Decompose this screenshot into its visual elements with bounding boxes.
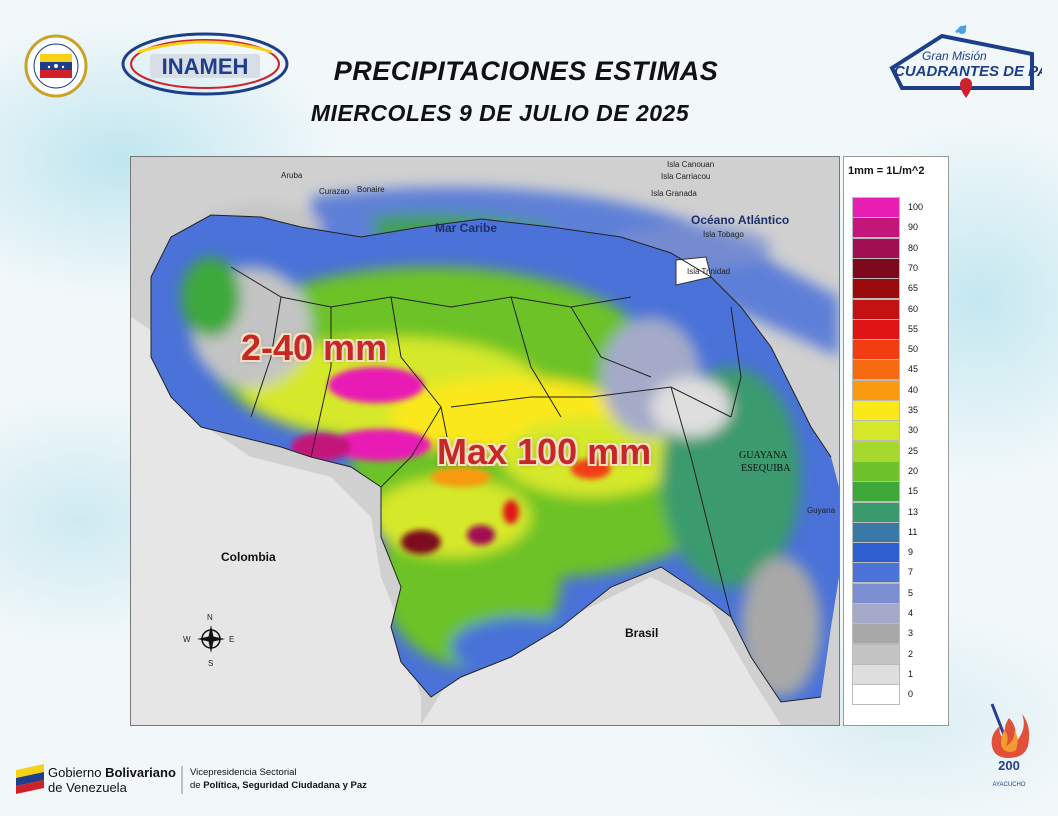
label-bonaire: Bonaire xyxy=(357,185,385,194)
legend-value: 100 xyxy=(908,202,924,212)
legend-swatch xyxy=(852,257,900,279)
legend-value: 45 xyxy=(908,364,919,375)
legend-swatch xyxy=(852,460,900,482)
legend-swatch xyxy=(852,339,900,361)
legend-value: 20 xyxy=(908,465,919,476)
page-date: MIERCOLES 9 DE JULIO DE 2025 xyxy=(310,100,690,126)
svg-text:CUADRANTES DE PAZ: CUADRANTES DE PAZ xyxy=(894,63,1042,80)
svg-text:de Política, Seguridad Ciudada: de Política, Seguridad Ciudadana y Paz xyxy=(190,780,367,791)
legend-swatch xyxy=(852,278,900,300)
label-colombia: Colombia xyxy=(221,550,276,564)
ministry-seal-logo xyxy=(24,34,88,98)
label-esequiba: ESEQUIBA xyxy=(741,463,791,474)
legend-swatch xyxy=(852,400,900,421)
label-tobago: Isla Tobago xyxy=(703,230,744,239)
label-brasil: Brasil xyxy=(625,626,659,640)
legend-value: 2 xyxy=(908,648,914,659)
label-guayana: GUAYANA xyxy=(739,450,788,461)
legend-value: 3 xyxy=(908,628,914,639)
legend-swatch xyxy=(852,684,900,706)
label-caribbean-sea: Mar Caribe xyxy=(435,221,498,235)
legend-swatch xyxy=(852,379,900,401)
legend-value: 11 xyxy=(908,526,918,537)
legend-swatch xyxy=(852,501,900,523)
compass-east: E xyxy=(229,635,235,644)
legend-swatch xyxy=(852,481,900,503)
inameh-logo: INAMEH xyxy=(121,32,289,96)
legend-value: 9 xyxy=(908,547,914,558)
legend-value: 15 xyxy=(908,486,919,497)
legend-swatch xyxy=(852,197,900,218)
precipitation-map: N S E W Mar Caribe Océano Atlántico Colo… xyxy=(130,156,840,726)
precipitation-legend: 1mm = 1L/m^2 100 90 80 70 65 60 55 50 45 40 35 30 25… xyxy=(843,156,949,726)
inameh-wordmark: INAMEH xyxy=(162,54,249,79)
legend-swatch xyxy=(852,359,900,381)
legend-value: 65 xyxy=(908,283,919,294)
cuadrantes-de-paz-logo: Gran Misión CUADRANTES DE PAZ xyxy=(889,24,1042,98)
svg-text:Gobierno Bolivariano: Gobierno Bolivariano xyxy=(48,765,176,780)
legend-title: 1mm = 1L/m^2 xyxy=(848,165,925,177)
compass-north: N xyxy=(207,613,213,622)
map-canvas xyxy=(131,157,839,725)
legend-value: 70 xyxy=(908,262,919,273)
annotation-range: 2-40 mm xyxy=(241,327,388,368)
label-guyana: Guyana xyxy=(807,506,836,515)
legend-value: 4 xyxy=(908,608,914,618)
legend-swatch xyxy=(852,298,900,320)
legend-swatch xyxy=(852,582,900,604)
annotation-max: Max 100 mm xyxy=(437,431,652,472)
page-title: PRECIPITACIONES ESTIMAS xyxy=(333,56,719,86)
label-atlantic-ocean: Océano Atlántico xyxy=(691,213,790,227)
svg-text:Gran Misión: Gran Misión xyxy=(922,49,987,63)
legend-swatch xyxy=(852,623,900,645)
bicentennial-ayacucho-logo: 200 AYACUCHO xyxy=(990,703,1030,788)
svg-text:de Venezuela: de Venezuela xyxy=(48,780,128,795)
label-aruba: Aruba xyxy=(281,171,303,180)
gobierno-bolivariano-logo: Gobierno Bolivariano de Venezuela Vicepr… xyxy=(16,764,367,795)
legend-swatch xyxy=(852,643,900,665)
legend-value: 50 xyxy=(908,344,919,355)
legend-value: 0 xyxy=(908,689,914,700)
legend-swatch xyxy=(852,237,900,259)
legend-value: 30 xyxy=(908,425,919,436)
label-curazao: Curazao xyxy=(319,187,350,196)
legend-value: 40 xyxy=(908,384,919,395)
legend-swatch xyxy=(852,420,900,442)
flag-icon xyxy=(16,764,44,794)
legend-swatch xyxy=(852,217,900,239)
label-trinidad: Isla Trinidad xyxy=(687,267,731,276)
legend-swatch xyxy=(852,562,900,584)
legend-value: 13 xyxy=(908,506,919,517)
label-canouan: Isla Canouan xyxy=(667,160,715,169)
compass-west: W xyxy=(183,635,191,644)
legend-value: 5 xyxy=(908,587,914,598)
legend-value: 25 xyxy=(908,445,919,456)
legend-value: 35 xyxy=(908,405,919,415)
legend-swatch xyxy=(852,542,900,564)
svg-text:Vicepresidencia Sectorial: Vicepresidencia Sectorial xyxy=(190,767,297,778)
legend-value: 55 xyxy=(908,323,919,334)
legend-swatch xyxy=(852,663,900,685)
svg-text:200: 200 xyxy=(998,758,1020,773)
legend-swatch xyxy=(852,603,900,624)
label-carriacou: Isla Carriacou xyxy=(661,172,711,181)
legend-swatch xyxy=(852,318,900,340)
compass-south: S xyxy=(208,659,214,668)
legend-swatch xyxy=(852,521,900,543)
legend-value: 90 xyxy=(908,222,919,233)
legend-value: 1 xyxy=(908,668,914,679)
legend-value: 60 xyxy=(908,303,919,314)
legend-swatch xyxy=(852,440,900,462)
svg-text:AYACUCHO: AYACUCHO xyxy=(992,782,1025,788)
legend-value: 7 xyxy=(908,567,914,578)
compass-rose-icon xyxy=(197,625,225,653)
legend-value: 80 xyxy=(908,242,919,253)
label-granada: Isla Granada xyxy=(651,189,697,198)
